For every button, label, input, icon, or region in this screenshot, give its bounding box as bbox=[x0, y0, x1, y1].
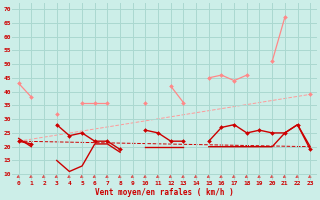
X-axis label: Vent moyen/en rafales ( km/h ): Vent moyen/en rafales ( km/h ) bbox=[95, 188, 234, 197]
